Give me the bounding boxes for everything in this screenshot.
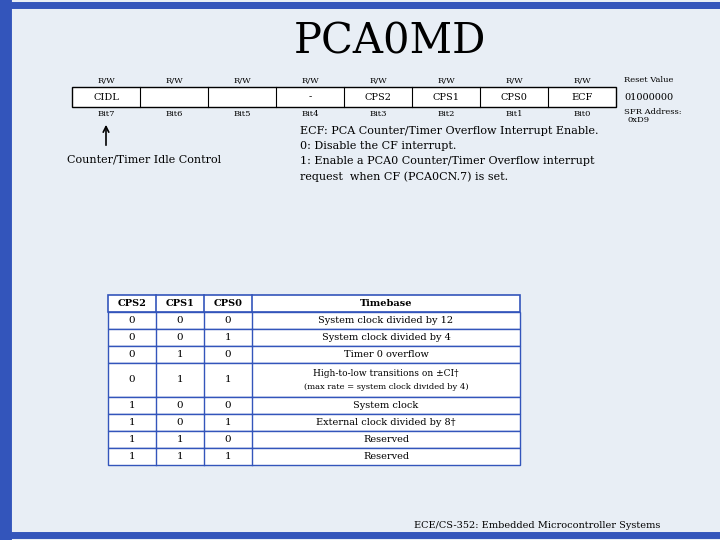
- Text: Bit1: Bit1: [505, 110, 523, 118]
- Bar: [108, 312, 520, 329]
- Text: Counter/Timer Idle Control: Counter/Timer Idle Control: [67, 155, 221, 165]
- Text: 1: 1: [225, 333, 231, 342]
- Text: R/W: R/W: [301, 77, 319, 84]
- Text: 1: 1: [129, 452, 135, 461]
- Text: External clock divided by 8†: External clock divided by 8†: [316, 418, 456, 427]
- Bar: [108, 363, 520, 397]
- Text: CIDL: CIDL: [93, 92, 119, 102]
- Text: 0: 0: [176, 418, 184, 427]
- Text: Bit4: Bit4: [301, 110, 319, 118]
- Text: System clock: System clock: [354, 401, 418, 410]
- Text: Timebase: Timebase: [360, 299, 413, 308]
- Text: Bit0: Bit0: [573, 110, 590, 118]
- Bar: [108, 414, 520, 431]
- Bar: [108, 329, 520, 346]
- Text: 01000000: 01000000: [624, 92, 673, 102]
- Text: CPS0: CPS0: [500, 92, 528, 102]
- Text: 0: 0: [129, 375, 135, 384]
- Text: (max rate = system clock divided by 4): (max rate = system clock divided by 4): [304, 383, 468, 391]
- Text: R/W: R/W: [97, 77, 115, 84]
- Text: Timer 0 overflow: Timer 0 overflow: [343, 350, 428, 359]
- Text: 0: 0: [225, 316, 231, 325]
- Text: CPS1: CPS1: [433, 92, 459, 102]
- Text: ECF: PCA Counter/Timer Overflow Interrupt Enable.: ECF: PCA Counter/Timer Overflow Interrup…: [300, 126, 598, 136]
- Text: 1: 1: [129, 435, 135, 444]
- Text: R/W: R/W: [437, 77, 455, 84]
- Bar: [108, 448, 520, 465]
- Text: Bit7: Bit7: [97, 110, 114, 118]
- Text: 1: 1: [225, 418, 231, 427]
- Text: CPS2: CPS2: [117, 299, 146, 308]
- Text: ECF: ECF: [571, 92, 593, 102]
- Text: 0: 0: [225, 350, 231, 359]
- Bar: [108, 397, 520, 414]
- Text: R/W: R/W: [573, 77, 591, 84]
- Bar: [108, 346, 520, 363]
- Text: 0: 0: [129, 333, 135, 342]
- Text: System clock divided by 4: System clock divided by 4: [322, 333, 451, 342]
- Text: 0xD9: 0xD9: [628, 116, 650, 124]
- Text: 0: 0: [176, 401, 184, 410]
- Text: 0: 0: [129, 316, 135, 325]
- Text: System clock divided by 12: System clock divided by 12: [318, 316, 454, 325]
- Text: Reset Value: Reset Value: [624, 76, 673, 84]
- Text: 0: 0: [176, 333, 184, 342]
- Text: 1: 1: [225, 452, 231, 461]
- Text: 1: 1: [129, 418, 135, 427]
- Text: Reserved: Reserved: [363, 435, 409, 444]
- Text: 1: 1: [176, 452, 184, 461]
- Text: ECE/CS-352: Embedded Microcontroller Systems: ECE/CS-352: Embedded Microcontroller Sys…: [413, 521, 660, 530]
- Bar: [72, 87, 616, 107]
- Text: 1: Enable a PCA0 Counter/Timer Overflow interrupt: 1: Enable a PCA0 Counter/Timer Overflow …: [300, 156, 595, 166]
- Text: 0: 0: [225, 435, 231, 444]
- Text: 1: 1: [225, 375, 231, 384]
- Text: CPS2: CPS2: [364, 92, 392, 102]
- Text: Bit5: Bit5: [233, 110, 251, 118]
- Text: 1: 1: [176, 350, 184, 359]
- Text: Bit6: Bit6: [166, 110, 183, 118]
- Text: 1: 1: [129, 401, 135, 410]
- Text: Reserved: Reserved: [363, 452, 409, 461]
- Text: SFR Address:: SFR Address:: [624, 108, 682, 116]
- Text: CPS0: CPS0: [214, 299, 243, 308]
- Text: 0: 0: [176, 316, 184, 325]
- Text: 0: 0: [129, 350, 135, 359]
- Bar: [108, 431, 520, 448]
- Text: CPS1: CPS1: [166, 299, 194, 308]
- Text: 1: 1: [176, 435, 184, 444]
- Text: 1: 1: [176, 375, 184, 384]
- Text: High-to-low transitions on ±CI†: High-to-low transitions on ±CI†: [313, 368, 459, 377]
- Text: 0: 0: [225, 401, 231, 410]
- Text: -: -: [308, 92, 312, 102]
- Text: PCA0MD: PCA0MD: [294, 21, 486, 63]
- Text: R/W: R/W: [165, 77, 183, 84]
- Text: R/W: R/W: [505, 77, 523, 84]
- Text: Bit3: Bit3: [369, 110, 387, 118]
- Text: R/W: R/W: [369, 77, 387, 84]
- Text: Bit2: Bit2: [437, 110, 455, 118]
- Text: request  when CF (PCA0CN.7) is set.: request when CF (PCA0CN.7) is set.: [300, 171, 508, 181]
- Bar: [108, 295, 520, 312]
- Text: 0: Disable the CF interrupt.: 0: Disable the CF interrupt.: [300, 141, 456, 151]
- Text: R/W: R/W: [233, 77, 251, 84]
